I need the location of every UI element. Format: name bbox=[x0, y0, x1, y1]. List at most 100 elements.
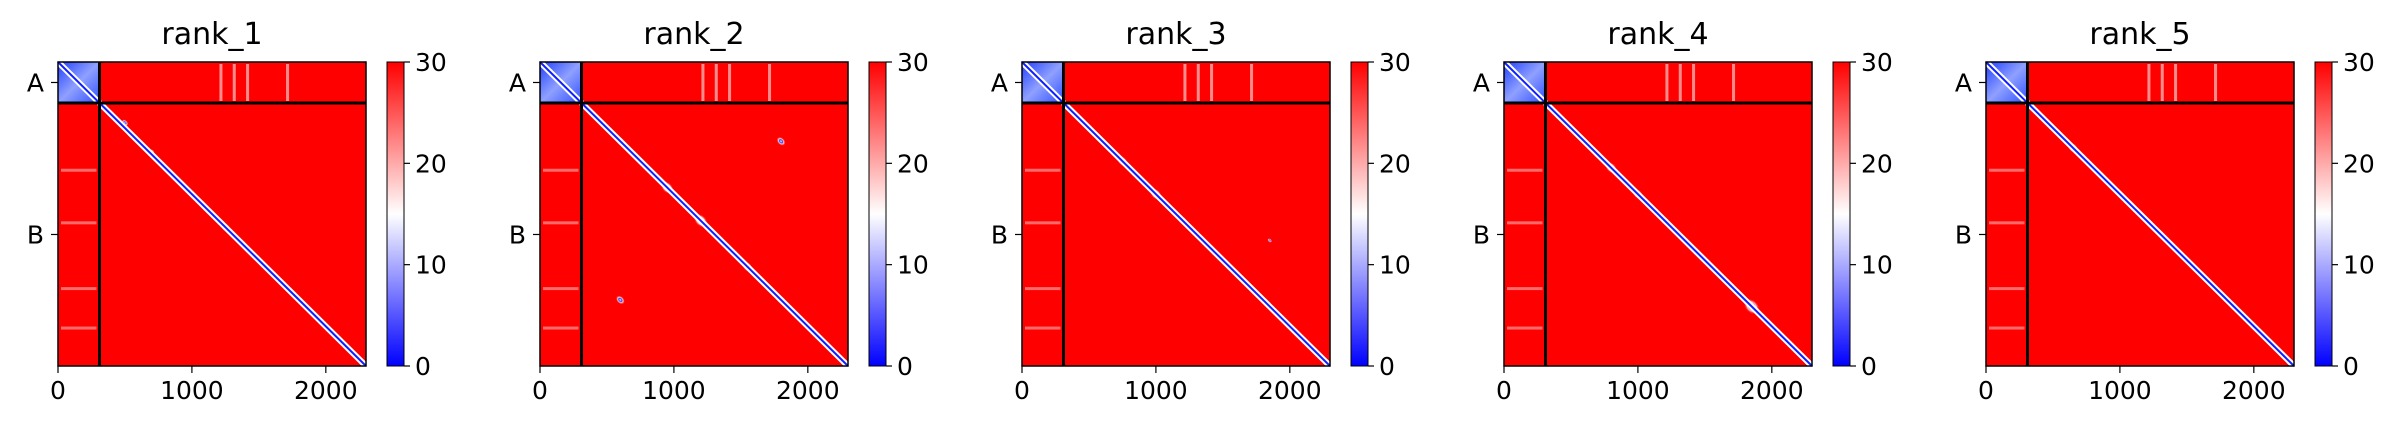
ab-stripe-3 bbox=[1732, 64, 1736, 101]
colorbar-tick-label: 10 bbox=[1861, 251, 1893, 280]
colorbar-tick-label: 30 bbox=[1861, 48, 1893, 77]
y-tick-label: B bbox=[1473, 220, 1490, 249]
ab-stripe-0 bbox=[2147, 64, 2151, 101]
colorbar-tick-label: 10 bbox=[897, 251, 929, 280]
colorbar bbox=[386, 61, 405, 367]
diagonal-line bbox=[1985, 61, 2295, 367]
y-tick-label: B bbox=[991, 220, 1008, 249]
x-tick-label: 1000 bbox=[1606, 376, 1670, 405]
chart-panel-2: rank_2 0 1000 2000 A B 0 10 20 30 bbox=[509, 17, 929, 405]
low-error-blob-5 bbox=[776, 136, 786, 146]
y-tick-label: B bbox=[1955, 220, 1972, 249]
ba-stripe-3 bbox=[1025, 326, 1061, 330]
colorbar-tick-label: 20 bbox=[1861, 149, 1893, 178]
ba-stripe-0 bbox=[1507, 168, 1543, 172]
y-tick-label: A bbox=[27, 68, 44, 97]
ba-stripe-3 bbox=[543, 326, 579, 330]
ba-stripe-2 bbox=[1025, 287, 1061, 291]
ab-stripe-3 bbox=[286, 64, 290, 101]
low-error-blob-6 bbox=[615, 295, 625, 305]
y-tick-label: A bbox=[509, 68, 526, 97]
y-tick-label: A bbox=[991, 68, 1008, 97]
colorbar-tick-label: 20 bbox=[1379, 149, 1411, 178]
y-tick-label: A bbox=[1473, 68, 1490, 97]
ab-stripe-2 bbox=[1210, 64, 1214, 101]
diagonal-line bbox=[539, 61, 849, 367]
chart-title: rank_3 bbox=[1125, 17, 1226, 52]
x-tick-label: 0 bbox=[1978, 376, 1994, 405]
y-tick-label: B bbox=[27, 220, 44, 249]
x-tick-label: 1000 bbox=[160, 376, 224, 405]
x-tick-label: 0 bbox=[532, 376, 548, 405]
ba-stripe-3 bbox=[1989, 326, 2025, 330]
x-tick-label: 2000 bbox=[1740, 376, 1804, 405]
diagonal-line bbox=[1021, 61, 1331, 367]
ab-stripe-2 bbox=[2174, 64, 2178, 101]
colorbar-tick-label: 20 bbox=[415, 149, 447, 178]
chart-title: rank_2 bbox=[643, 17, 744, 52]
ab-stripe-0 bbox=[1183, 64, 1187, 101]
ab-stripe-3 bbox=[768, 64, 772, 101]
colorbar-tick-label: 20 bbox=[2343, 149, 2375, 178]
ba-stripe-2 bbox=[1989, 287, 2025, 291]
colorbar bbox=[2314, 61, 2333, 367]
x-tick-label: 0 bbox=[50, 376, 66, 405]
ab-stripe-0 bbox=[701, 64, 705, 101]
ab-stripe-1 bbox=[232, 64, 236, 101]
ab-stripe-2 bbox=[728, 64, 732, 101]
ab-stripe-1 bbox=[714, 64, 718, 101]
x-tick-label: 1000 bbox=[1124, 376, 1188, 405]
diagonal-line bbox=[1503, 61, 1813, 367]
ab-stripe-1 bbox=[1196, 64, 1200, 101]
ba-stripe-0 bbox=[61, 168, 97, 172]
chart-title: rank_4 bbox=[1607, 17, 1708, 52]
ba-stripe-2 bbox=[543, 287, 579, 291]
colorbar-tick-label: 0 bbox=[415, 352, 431, 381]
colorbar-tick-label: 30 bbox=[415, 48, 447, 77]
ba-stripe-1 bbox=[543, 221, 579, 225]
ab-stripe-3 bbox=[2214, 64, 2218, 101]
colorbar-tick-label: 10 bbox=[1379, 251, 1411, 280]
ab-stripe-0 bbox=[1665, 64, 1669, 101]
y-tick-label: B bbox=[509, 220, 526, 249]
low-error-blob-5 bbox=[1267, 238, 1273, 243]
axes-frame bbox=[1985, 61, 2295, 367]
ba-stripe-1 bbox=[61, 221, 97, 225]
ba-stripe-0 bbox=[543, 168, 579, 172]
ba-stripe-3 bbox=[61, 326, 97, 330]
y-tick-label: A bbox=[1955, 68, 1972, 97]
ba-stripe-1 bbox=[1025, 221, 1061, 225]
ba-stripe-2 bbox=[61, 287, 97, 291]
ba-stripe-3 bbox=[1507, 326, 1543, 330]
ba-stripe-1 bbox=[1989, 221, 2025, 225]
ab-stripe-2 bbox=[1692, 64, 1696, 101]
colorbar-tick-label: 10 bbox=[2343, 251, 2375, 280]
chart-title: rank_5 bbox=[2089, 17, 2190, 52]
colorbar-tick-label: 20 bbox=[897, 149, 929, 178]
ba-stripe-0 bbox=[1025, 168, 1061, 172]
x-tick-label: 2000 bbox=[1258, 376, 1322, 405]
colorbar-tick-label: 0 bbox=[897, 352, 913, 381]
colorbar-tick-label: 0 bbox=[1379, 352, 1395, 381]
axes-frame bbox=[1503, 61, 1813, 367]
colorbar-tick-label: 0 bbox=[2343, 352, 2359, 381]
axes-frame bbox=[57, 61, 367, 367]
axes-frame bbox=[1021, 61, 1331, 367]
x-tick-label: 2000 bbox=[2222, 376, 2286, 405]
colorbar bbox=[1832, 61, 1851, 367]
colorbar-tick-label: 10 bbox=[415, 251, 447, 280]
chart-panel-1: rank_1 0 1000 2000 A B 0 10 20 30 bbox=[27, 17, 447, 405]
ab-stripe-1 bbox=[1678, 64, 1682, 101]
chart-panel-3: rank_3 0 1000 2000 A B 0 10 20 30 bbox=[991, 17, 1411, 405]
ab-stripe-1 bbox=[2160, 64, 2164, 101]
ab-stripe-3 bbox=[1250, 64, 1254, 101]
x-tick-label: 2000 bbox=[294, 376, 358, 405]
chart-title: rank_1 bbox=[161, 17, 262, 52]
ba-stripe-1 bbox=[1507, 221, 1543, 225]
colorbar-tick-label: 30 bbox=[1379, 48, 1411, 77]
axes-frame bbox=[539, 61, 849, 367]
colorbar bbox=[868, 61, 887, 367]
colorbar bbox=[1350, 61, 1369, 367]
colorbar-tick-label: 30 bbox=[897, 48, 929, 77]
